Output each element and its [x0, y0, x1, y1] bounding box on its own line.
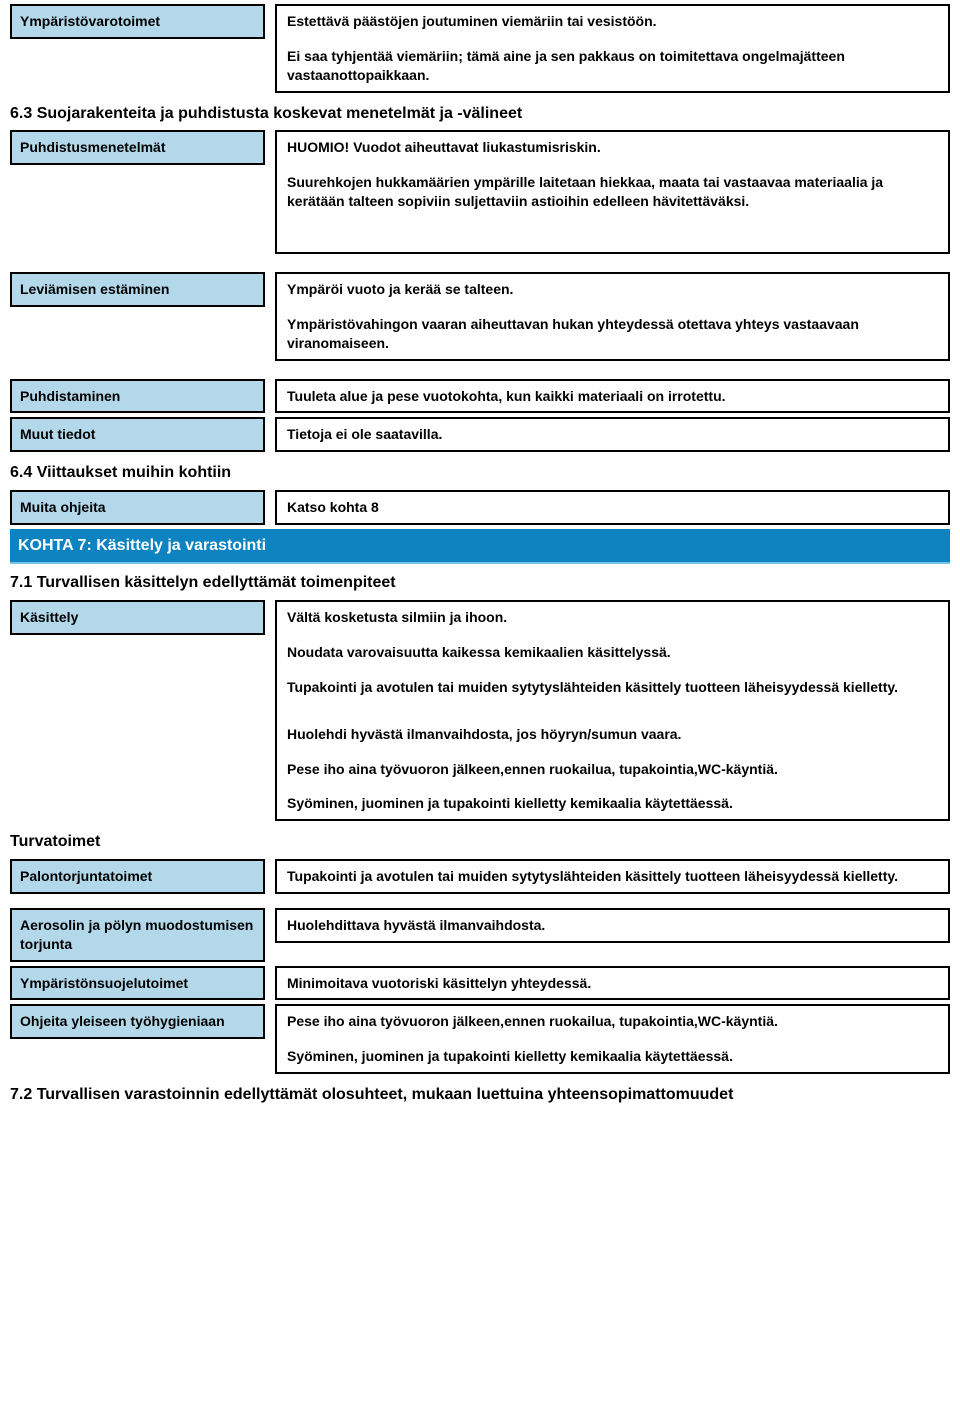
value-env-protection: Minimoitava vuotoriski käsittelyn yhteyd… [275, 966, 950, 1001]
text-para: Huolehdi hyvästä ilmanvaihdosta, jos höy… [287, 725, 938, 744]
label-env-protection: Ympäristönsuojelutoimet [10, 966, 265, 1001]
text-para: Ympäröi vuoto ja kerää se talteen. [287, 280, 938, 299]
row-env-protection: Ympäristönsuojelutoimet Minimoitava vuot… [10, 966, 950, 1001]
value-containment: Ympäröi vuoto ja kerää se talteen. Ympär… [275, 272, 950, 361]
heading-7-2: 7.2 Turvallisen varastoinnin edellyttämä… [10, 1078, 950, 1112]
spacer [10, 365, 950, 379]
value-cleaning-methods: HUOMIO! Vuodot aiheuttavat liukastumisri… [275, 130, 950, 254]
heading-6-4: 6.4 Viittaukset muihin kohtiin [10, 456, 950, 490]
heading-7-1: 7.1 Turvallisen käsittelyn edellyttämät … [10, 566, 950, 600]
text-para [287, 227, 938, 246]
row-fire-measures: Palontorjuntatoimet Tupakointi ja avotul… [10, 859, 950, 894]
value-handling: Vältä kosketusta silmiin ja ihoon. Nouda… [275, 600, 950, 821]
text-para: Katso kohta 8 [287, 498, 938, 517]
value-work-hygiene: Pese iho aina työvuoron jälkeen,ennen ru… [275, 1004, 950, 1074]
text-para: Pese iho aina työvuoron jälkeen,ennen ru… [287, 760, 938, 779]
text-para: Syöminen, juominen ja tupakointi kiellet… [287, 794, 938, 813]
sds-page: Ympäristövarotoimet Estettävä päästöjen … [0, 0, 960, 1122]
text-para: Noudata varovaisuutta kaikessa kemikaali… [287, 643, 938, 662]
row-containment: Leviämisen estäminen Ympäröi vuoto ja ke… [10, 272, 950, 361]
heading-safety-measures: Turvatoimet [10, 825, 950, 859]
row-environmental-measures: Ympäristövarotoimet Estettävä päästöjen … [10, 4, 950, 93]
text-para: Suurehkojen hukkamäärien ympärille laite… [287, 173, 938, 211]
label-work-hygiene: Ohjeita yleiseen työhygieniaan [10, 1004, 265, 1039]
row-cleaning-methods: Puhdistusmenetelmät HUOMIO! Vuodot aiheu… [10, 130, 950, 254]
row-cleaning: Puhdistaminen Tuuleta alue ja pese vuoto… [10, 379, 950, 414]
text-para: Ympäristövahingon vaaran aiheuttavan huk… [287, 315, 938, 353]
row-aerosol-dust: Aerosolin ja pölyn muodostumisen torjunt… [10, 908, 950, 962]
text-para: Tuuleta alue ja pese vuotokohta, kun kai… [287, 387, 938, 406]
text-para: Minimoitava vuotoriski käsittelyn yhteyd… [287, 974, 938, 993]
text-para: Huolehdittava hyvästä ilmanvaihdosta. [287, 916, 938, 935]
heading-6-3: 6.3 Suojarakenteita ja puhdistusta koske… [10, 97, 950, 131]
text-para: Tupakointi ja avotulen tai muiden sytyty… [287, 678, 938, 697]
text-para: Tietoja ei ole saatavilla. [287, 425, 938, 444]
spacer [10, 898, 950, 908]
text-para: Ei saa tyhjentää viemäriin; tämä aine ja… [287, 47, 938, 85]
value-other-info: Tietoja ei ole saatavilla. [275, 417, 950, 452]
label-handling: Käsittely [10, 600, 265, 635]
label-containment: Leviämisen estäminen [10, 272, 265, 307]
label-environmental-measures: Ympäristövarotoimet [10, 4, 265, 39]
label-other-info: Muut tiedot [10, 417, 265, 452]
text-para: Pese iho aina työvuoron jälkeen,ennen ru… [287, 1012, 938, 1031]
text-para: Syöminen, juominen ja tupakointi kiellet… [287, 1047, 938, 1066]
row-other-instructions: Muita ohjeita Katso kohta 8 [10, 490, 950, 525]
spacer [287, 713, 938, 725]
spacer [10, 258, 950, 272]
label-cleaning: Puhdistaminen [10, 379, 265, 414]
value-cleaning: Tuuleta alue ja pese vuotokohta, kun kai… [275, 379, 950, 414]
text-para: Estettävä päästöjen joutuminen viemäriin… [287, 12, 938, 31]
label-aerosol-dust: Aerosolin ja pölyn muodostumisen torjunt… [10, 908, 265, 962]
text-para: Vältä kosketusta silmiin ja ihoon. [287, 608, 938, 627]
value-fire-measures: Tupakointi ja avotulen tai muiden sytyty… [275, 859, 950, 894]
label-cleaning-methods: Puhdistusmenetelmät [10, 130, 265, 165]
value-environmental-measures: Estettävä päästöjen joutuminen viemäriin… [275, 4, 950, 93]
row-work-hygiene: Ohjeita yleiseen työhygieniaan Pese iho … [10, 1004, 950, 1074]
row-other-info: Muut tiedot Tietoja ei ole saatavilla. [10, 417, 950, 452]
text-para: Tupakointi ja avotulen tai muiden sytyty… [287, 867, 938, 886]
row-handling: Käsittely Vältä kosketusta silmiin ja ih… [10, 600, 950, 821]
section-7-header: KOHTA 7: Käsittely ja varastointi [10, 529, 950, 565]
value-other-instructions: Katso kohta 8 [275, 490, 950, 525]
value-aerosol-dust: Huolehdittava hyvästä ilmanvaihdosta. [275, 908, 950, 943]
label-other-instructions: Muita ohjeita [10, 490, 265, 525]
text-para: HUOMIO! Vuodot aiheuttavat liukastumisri… [287, 138, 938, 157]
label-fire-measures: Palontorjuntatoimet [10, 859, 265, 894]
